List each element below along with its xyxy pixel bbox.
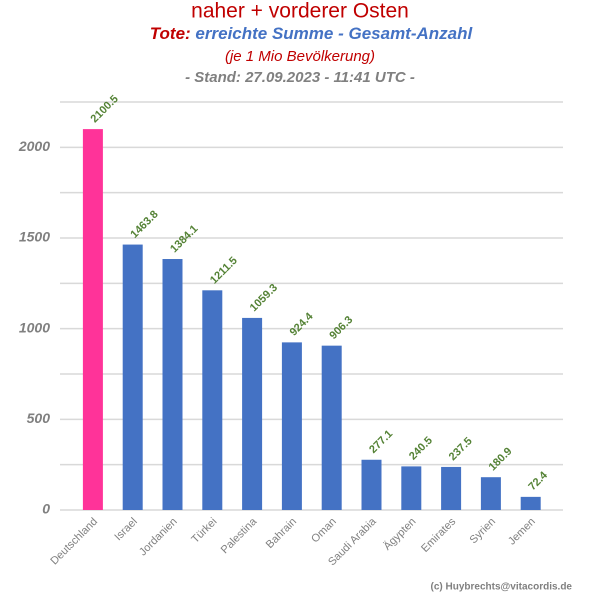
value-label: 1211.5: [208, 255, 240, 287]
y-tick-label: 2000: [18, 138, 50, 154]
bar: [441, 466, 462, 510]
x-tick-label: Oman: [309, 516, 339, 546]
value-label: 1463.8: [128, 208, 160, 240]
x-tick-label: Ägypten: [381, 516, 418, 553]
value-label: 237.5: [447, 435, 475, 463]
bar: [202, 290, 223, 510]
bar: [361, 459, 382, 510]
y-tick-label: 1500: [19, 229, 50, 245]
value-label: 180.9: [487, 445, 515, 473]
x-tick-label: Syrien: [468, 516, 499, 547]
bar: [242, 317, 263, 510]
subtitle: erreichte Summe - Gesamt-Anzahl: [195, 24, 473, 43]
subtitle-line: Tote: erreichte Summe - Gesamt-Anzahl: [150, 24, 474, 43]
x-tick-label: Israel: [112, 516, 140, 544]
value-label: 240.5: [407, 435, 435, 463]
x-tick-label: Jordanien: [137, 516, 180, 559]
value-label: 1059.3: [248, 282, 280, 314]
bar: [480, 477, 501, 510]
subtitle-prefix: Tote:: [150, 24, 191, 43]
bar: [82, 129, 103, 511]
bar: [520, 496, 541, 510]
value-label: 1384.1: [168, 223, 200, 255]
value-label: 924.4: [288, 310, 317, 339]
x-tick-label: Bahrain: [264, 516, 299, 551]
value-label: 277.1: [367, 428, 395, 456]
date-line: - Stand: 27.09.2023 - 11:41 UTC -: [185, 69, 415, 86]
bar: [162, 259, 183, 510]
bar: [281, 342, 302, 510]
y-tick-label: 500: [27, 410, 51, 426]
credit: (c) Huybrechts@vitacordis.de: [431, 582, 573, 593]
x-tick-label: Deutschland: [48, 516, 100, 568]
y-tick-label: 1000: [19, 319, 50, 335]
x-tick-label: Emirates: [419, 515, 459, 555]
x-tick-label: Palestina: [219, 515, 260, 556]
y-tick-label: 0: [42, 501, 50, 517]
value-label: 72.4: [526, 469, 550, 493]
value-label: 906.3: [327, 314, 355, 342]
bar: [401, 466, 422, 510]
value-label: 2100.5: [89, 93, 121, 125]
chart-title: naher + vorderer Osten: [191, 0, 409, 23]
bar: [321, 345, 342, 510]
bar: [122, 244, 143, 510]
x-tick-label: Türkei: [189, 516, 219, 546]
x-tick-label: Jemen: [506, 516, 538, 548]
note: (je 1 Mio Bevölkerung): [225, 48, 375, 65]
